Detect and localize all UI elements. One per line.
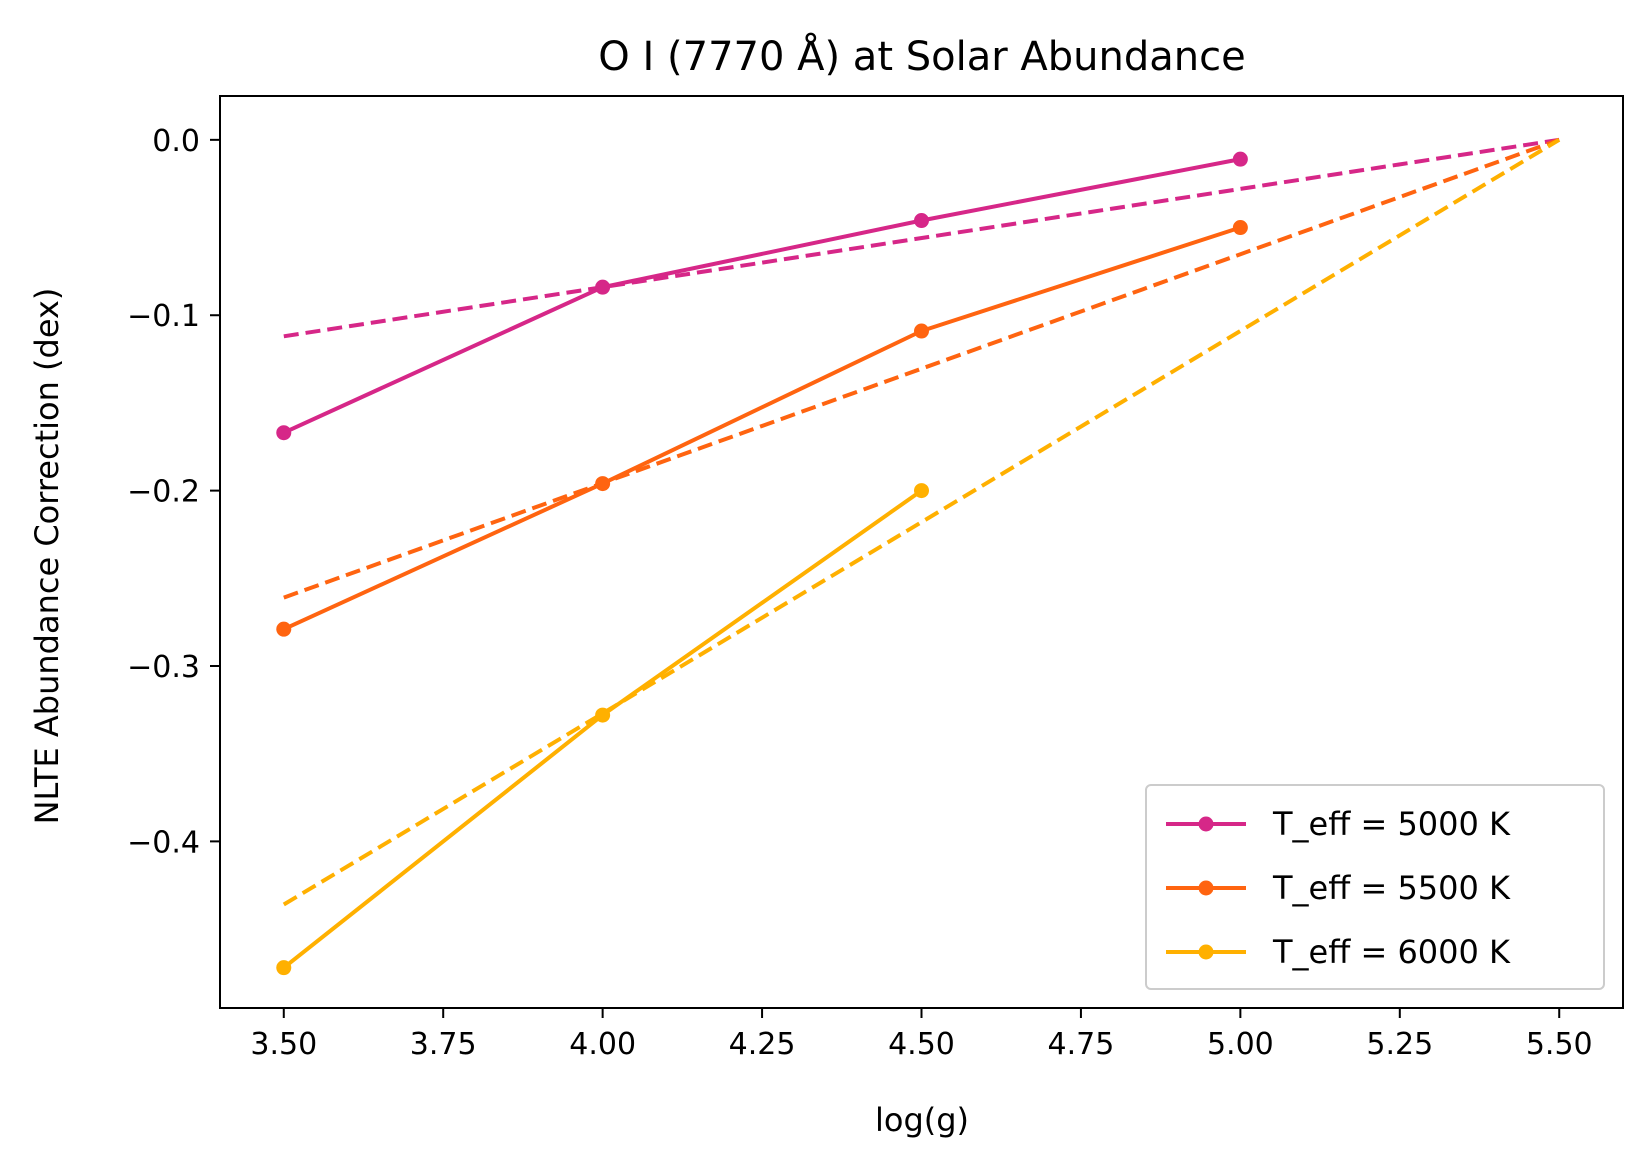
series-3-point (914, 483, 929, 499)
y-tick-label: −0.1 (127, 299, 200, 334)
x-tick-label: 5.25 (1366, 1027, 1433, 1062)
axes: 3.50 3.75 4.00 4.25 4.50 4.75 5.00 5.25 5.50 0.0 −… (127, 95, 1624, 1062)
series-group (276, 137, 1561, 976)
x-tick-label: 3.75 (410, 1027, 477, 1062)
y-tick-label: −0.3 (127, 650, 200, 685)
series-2-point (914, 323, 929, 339)
legend-entry: T_eff = 5500 K (1166, 869, 1511, 907)
x-tick-label: 4.00 (569, 1027, 636, 1062)
series-3-fit-line (282, 138, 1561, 907)
legend-label: T_eff = 5500 K (1272, 869, 1511, 907)
series-2-point (276, 621, 292, 637)
legend-entry: T_eff = 6000 K (1166, 933, 1511, 971)
series-1-point (595, 279, 611, 295)
legend-marker (1198, 880, 1214, 896)
x-axis-label: log(g) (875, 1101, 969, 1139)
plot-area (276, 137, 1561, 976)
series-2-point (1232, 220, 1248, 236)
chart-title: O I (7770 Å) at Solar Abundance (598, 32, 1245, 80)
series-1-point (276, 425, 292, 441)
legend: T_eff = 5000 K T_eff = 5500 K T_eff = 6000… (1145, 784, 1605, 990)
legend-box (1145, 784, 1605, 990)
series-3-point (276, 960, 292, 976)
series-1-fit-line (283, 137, 1560, 339)
series-2-point (595, 476, 611, 492)
x-tick-label: 4.75 (1048, 1027, 1115, 1062)
series-1-point (1232, 151, 1248, 167)
series-2-line (282, 225, 1242, 632)
legend-label: T_eff = 6000 K (1272, 933, 1511, 971)
series-2-fit-line (283, 137, 1560, 600)
series-1-line (282, 157, 1241, 435)
y-tick-label: 0.0 (152, 124, 200, 159)
x-tick-label: 4.50 (888, 1027, 955, 1062)
x-tick-label: 4.25 (729, 1027, 796, 1062)
legend-entry: T_eff = 5000 K (1166, 805, 1511, 843)
y-axis-label: NLTE Abundance Correction (dex) (28, 288, 66, 825)
legend-marker (1198, 816, 1214, 832)
y-tick-label: −0.2 (127, 475, 200, 510)
y-tick-label: −0.4 (127, 825, 200, 860)
legend-marker (1198, 944, 1214, 960)
series-3-point (595, 707, 611, 723)
x-tick-label: 5.50 (1526, 1027, 1593, 1062)
legend-label: T_eff = 5000 K (1272, 805, 1511, 843)
x-tick-label: 3.50 (250, 1027, 317, 1062)
x-tick-label: 5.00 (1207, 1027, 1274, 1062)
series-1-point (914, 213, 929, 229)
